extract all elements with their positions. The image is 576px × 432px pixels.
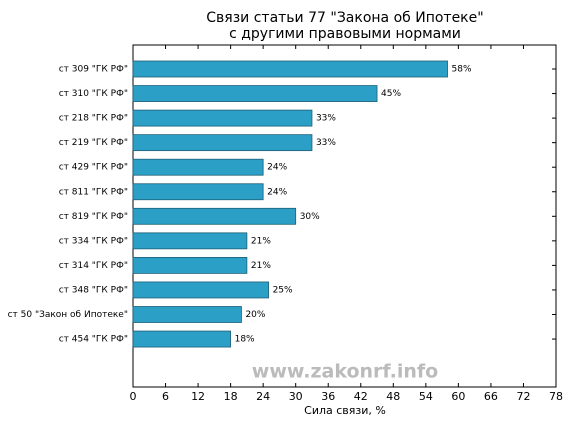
value-label: 30% bbox=[300, 212, 320, 222]
value-label: 58% bbox=[452, 65, 472, 75]
x-tick-label: 66 bbox=[484, 390, 498, 403]
value-label: 33% bbox=[316, 138, 336, 148]
x-tick-label: 78 bbox=[549, 390, 563, 403]
y-tick-label: ст 50 "Закон об Ипотеке" bbox=[8, 310, 128, 320]
y-tick-label: ст 219 "ГК РФ" bbox=[59, 138, 128, 148]
value-label: 18% bbox=[235, 335, 255, 345]
x-tick-label: 72 bbox=[516, 390, 530, 403]
y-tick-label: ст 310 "ГК РФ" bbox=[59, 89, 128, 99]
bar bbox=[132, 232, 248, 250]
watermark: www.zakonrf.info bbox=[252, 361, 438, 383]
x-tick-label: 18 bbox=[224, 390, 238, 403]
bar bbox=[132, 256, 248, 274]
bar bbox=[132, 330, 232, 348]
y-tick-label: ст 218 "ГК РФ" bbox=[59, 114, 128, 124]
value-label: 45% bbox=[381, 89, 401, 99]
value-label: 33% bbox=[316, 114, 336, 124]
y-tick-label: ст 811 "ГК РФ" bbox=[59, 187, 128, 197]
y-tick-label: ст 334 "ГК РФ" bbox=[59, 236, 128, 246]
bar bbox=[132, 85, 378, 102]
value-label: 20% bbox=[245, 310, 265, 320]
value-label: 21% bbox=[251, 236, 271, 246]
bar bbox=[132, 306, 242, 323]
y-tick-label: ст 348 "ГК РФ" bbox=[59, 285, 128, 295]
x-tick-label: 42 bbox=[354, 390, 368, 403]
bar bbox=[132, 60, 448, 78]
bar bbox=[132, 281, 269, 299]
bar bbox=[132, 183, 264, 201]
chart-title: Связи статьи 77 "Закона об Ипотеке" bbox=[206, 10, 483, 26]
value-label: 21% bbox=[251, 261, 271, 271]
x-tick-label: 6 bbox=[162, 390, 169, 403]
bar bbox=[132, 207, 297, 225]
x-axis-label: Сила связи, % bbox=[304, 404, 386, 417]
bar bbox=[132, 109, 313, 127]
x-tick-label: 12 bbox=[191, 390, 205, 403]
chart-title: с другими правовыми нормами bbox=[229, 26, 461, 42]
value-label: 24% bbox=[267, 163, 287, 173]
x-tick-label: 54 bbox=[419, 390, 433, 403]
x-tick-label: 60 bbox=[451, 390, 465, 403]
x-tick-label: 0 bbox=[130, 390, 137, 403]
y-tick-label: ст 454 "ГК РФ" bbox=[59, 335, 128, 345]
x-tick-label: 48 bbox=[386, 390, 400, 403]
bar bbox=[132, 134, 313, 152]
value-label: 25% bbox=[273, 285, 293, 295]
x-tick-label: 24 bbox=[256, 390, 270, 403]
y-tick-label: ст 819 "ГК РФ" bbox=[59, 212, 128, 222]
y-tick-label: ст 309 "ГК РФ" bbox=[59, 65, 128, 75]
x-tick-label: 36 bbox=[321, 390, 335, 403]
bar bbox=[132, 158, 264, 176]
value-label: 24% bbox=[267, 187, 287, 197]
x-tick-label: 30 bbox=[289, 390, 303, 403]
y-tick-label: ст 429 "ГК РФ" bbox=[59, 163, 128, 173]
y-tick-label: ст 314 "ГК РФ" bbox=[59, 261, 128, 271]
